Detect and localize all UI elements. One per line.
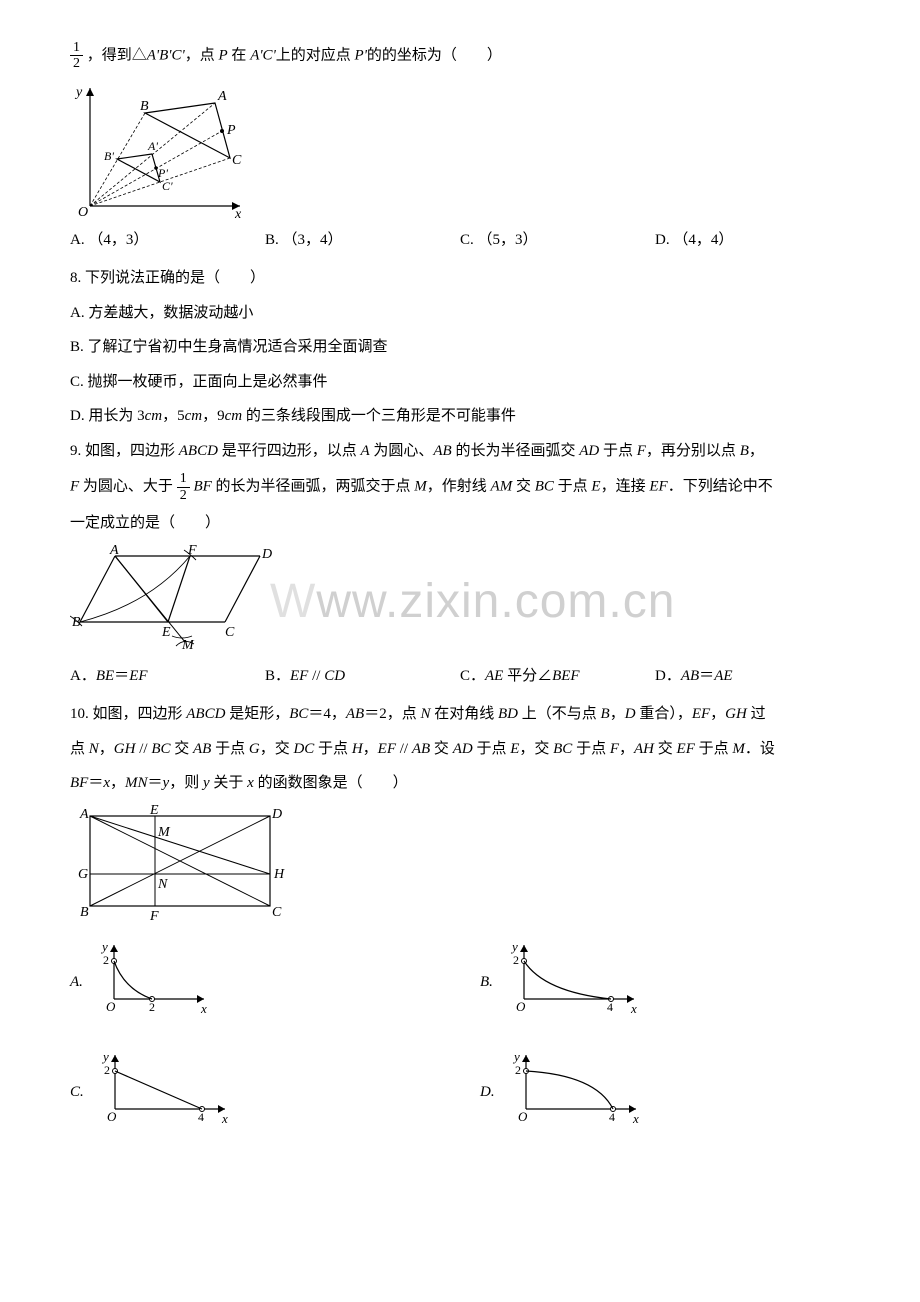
q7-svg: O x y A B C P A' B' C' P': [70, 78, 250, 218]
q9-frac: 1 2: [177, 471, 190, 503]
svg-text:y: y: [510, 939, 518, 954]
q7-options: A. （4，3） B. （3，4） C. （5，3） D. （4，4）: [70, 226, 850, 255]
q9-line2: F 为圆心、大于 1 2 BF 的长为半径画弧，两弧交于点 M，作射线 AM 交…: [70, 471, 850, 503]
label-Bp: B': [104, 149, 114, 163]
q10-opt-C: C. O x y 2 4: [70, 1047, 440, 1127]
q10-rect-svg: A D B C E F G H N M: [70, 804, 290, 929]
q9-opt-C: C．AE 平分∠BEF: [460, 662, 655, 691]
q7-text-1: ，得到△: [87, 47, 147, 63]
q7-continuation: 1 2 ，得到△A'B'C'，点 P 在 A'C'上的对应点 P'的的坐标为（ …: [70, 40, 850, 72]
q8-D: D. 用长为 3cm，5cm，9cm 的三条线段围成一个三角形是不可能事件: [70, 402, 850, 431]
svg-text:O: O: [107, 1109, 117, 1124]
svg-text:M: M: [157, 825, 171, 840]
svg-text:A: A: [109, 544, 119, 558]
q9-opt-D: D．AB＝AE: [655, 662, 850, 691]
q9-line1: 9. 如图，四边形 ABCD 是平行四边形，以点 A 为圆心、AB 的长为半径画…: [70, 437, 850, 466]
q8-C: C. 抛掷一枚硬币，正面向上是必然事件: [70, 368, 850, 397]
label-y: y: [74, 85, 83, 100]
q10-opt-A: A. O x y 2 2: [70, 937, 440, 1017]
svg-text:x: x: [200, 1001, 207, 1016]
q7-opt-C: C. （5，3）: [460, 226, 655, 255]
q10-graphB: O x y 2 4: [499, 937, 649, 1017]
q9-opt-A: A．BE＝EF: [70, 662, 265, 691]
q9-svg: A F D B E C M: [70, 544, 280, 654]
svg-text:H: H: [273, 867, 285, 882]
svg-text:2: 2: [103, 953, 109, 967]
q7-t5: 的的坐标为（ ）: [367, 47, 502, 63]
svg-text:2: 2: [513, 953, 519, 967]
q7-opt-B: B. （3，4）: [265, 226, 460, 255]
svg-text:2: 2: [104, 1063, 110, 1077]
label-Pp: P': [157, 166, 168, 180]
svg-text:4: 4: [607, 1000, 613, 1014]
q7-opt-A: A. （4，3）: [70, 226, 265, 255]
svg-text:F: F: [149, 909, 159, 924]
svg-text:B: B: [80, 905, 89, 920]
q7-t2: ，点: [185, 47, 215, 63]
q7-figure: O x y A B C P A' B' C' P': [70, 78, 850, 218]
q7-tri: A'B'C': [147, 47, 185, 63]
svg-text:4: 4: [609, 1110, 615, 1124]
svg-text:E: E: [149, 804, 159, 818]
svg-text:G: G: [78, 867, 88, 882]
svg-text:N: N: [157, 877, 168, 892]
q9-line3: 一定成立的是（ ）: [70, 509, 850, 538]
label-C: C: [232, 153, 242, 168]
q10-graphC: O x y 2 4: [90, 1047, 240, 1127]
q9-options: A．BE＝EF B．EF // CD C．AE 平分∠BEF D．AB＝AE: [70, 662, 850, 691]
svg-text:B: B: [72, 615, 81, 630]
q9-opt-B: B．EF // CD: [265, 662, 460, 691]
q7-pp: P': [355, 47, 367, 63]
label-P: P: [226, 123, 236, 138]
q10-opt-B: B. O x y 2 4: [480, 937, 850, 1017]
svg-text:A: A: [79, 807, 89, 822]
label-B: B: [140, 99, 149, 114]
q10-line3: BF＝x，MN＝y，则 y 关于 x 的函数图象是（ ）: [70, 769, 850, 798]
q7-t3: 在: [228, 47, 251, 63]
svg-text:x: x: [630, 1001, 637, 1016]
q7-p: P: [219, 47, 228, 63]
q7-t4: 上的对应点: [276, 47, 355, 63]
q7-ac: A'C': [250, 47, 276, 63]
label-x: x: [234, 207, 242, 218]
svg-text:y: y: [100, 939, 108, 954]
q7-opt-D: D. （4，4）: [655, 226, 850, 255]
q10-graphA: O x y 2 2: [89, 937, 219, 1017]
svg-text:C: C: [225, 625, 235, 640]
svg-text:E: E: [161, 625, 171, 640]
svg-text:x: x: [221, 1111, 228, 1126]
q10-line1: 10. 如图，四边形 ABCD 是矩形，BC＝4，AB＝2，点 N 在对角线 B…: [70, 700, 850, 729]
q8-B: B. 了解辽宁省初中生身高情况适合采用全面调查: [70, 333, 850, 362]
svg-text:2: 2: [149, 1000, 155, 1014]
label-A: A: [217, 89, 227, 104]
svg-text:C: C: [272, 905, 282, 920]
watermark: Www.zixin.com.cn: [270, 556, 675, 647]
q10-rect-figure: A D B C E F G H N M: [70, 804, 850, 929]
q8-A: A. 方差越大，数据波动越小: [70, 299, 850, 328]
svg-text:y: y: [101, 1049, 109, 1064]
q7-frac: 1 2: [70, 40, 83, 72]
q10-graph-options: A. O x y 2 2 B. O x y 2 4: [70, 937, 850, 1127]
svg-text:y: y: [512, 1049, 520, 1064]
svg-text:D: D: [261, 547, 272, 562]
svg-text:2: 2: [515, 1063, 521, 1077]
q9-figure: Www.zixin.com.cn A F D B E C M: [70, 544, 850, 654]
svg-text:O: O: [518, 1109, 528, 1124]
frac-num: 1: [70, 40, 83, 56]
svg-text:D: D: [271, 807, 282, 822]
svg-text:4: 4: [198, 1110, 204, 1124]
q10-graphD: O x y 2 4: [501, 1047, 651, 1127]
q10-line2: 点 N，GH // BC 交 AB 于点 G，交 DC 于点 H，EF // A…: [70, 735, 850, 764]
label-O: O: [78, 205, 88, 218]
q8-stem: 8. 下列说法正确的是（ ）: [70, 264, 850, 293]
q10-opt-D: D. O x y 2 4: [480, 1047, 850, 1127]
svg-text:O: O: [106, 999, 116, 1014]
svg-text:x: x: [632, 1111, 639, 1126]
frac-den: 2: [70, 56, 83, 71]
svg-text:O: O: [516, 999, 526, 1014]
